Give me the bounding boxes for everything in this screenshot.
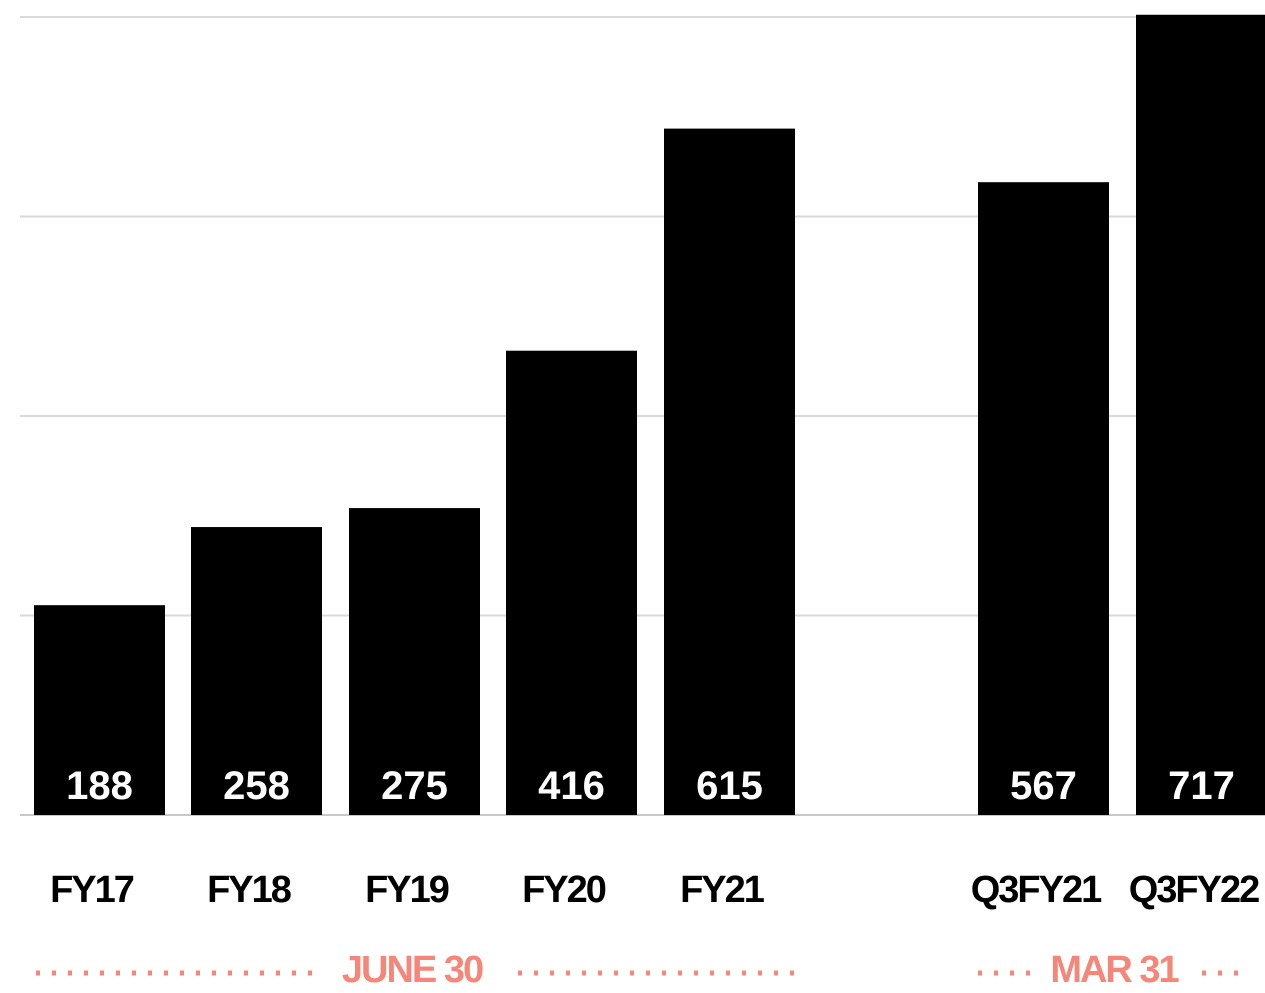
- bar-fy21: [664, 128, 795, 815]
- bar-q3fy22: [1136, 14, 1265, 816]
- value-label-fy19: 275: [381, 764, 448, 808]
- bar-q3fy21: [978, 182, 1109, 815]
- category-label-fy17: FY17: [50, 869, 134, 911]
- value-labels: 188 258 275 416 615 567 717: [66, 764, 1235, 808]
- category-label-q3fy22: Q3FY22: [1129, 869, 1259, 911]
- value-label-q3fy22: 717: [1168, 764, 1235, 808]
- category-label-fy21: FY21: [680, 869, 765, 911]
- category-label-fy20: FY20: [522, 869, 606, 911]
- bar-fy20: [506, 350, 637, 815]
- category-label-fy19: FY19: [365, 869, 449, 911]
- value-label-fy20: 416: [538, 764, 605, 808]
- category-label-fy18: FY18: [207, 869, 291, 911]
- group-label-june-30: JUNE 30: [342, 949, 483, 991]
- category-label-q3fy21: Q3FY21: [971, 869, 1102, 911]
- bar-fy19: [349, 508, 480, 815]
- value-label-fy17: 188: [66, 764, 133, 808]
- bar-fy18: [191, 527, 322, 815]
- category-labels: FY17 FY18 FY19 FY20 FY21 Q3FY21 Q3FY22: [50, 869, 1261, 911]
- group-label-mar-31: MAR 31: [1050, 949, 1179, 991]
- value-label-q3fy21: 567: [1010, 764, 1077, 808]
- period-groups: JUNE 30 MAR 31: [36, 949, 1250, 991]
- value-label-fy21: 615: [696, 764, 763, 808]
- bars: [34, 14, 1265, 816]
- bar-fy17: [34, 605, 165, 815]
- value-label-fy18: 258: [223, 764, 290, 808]
